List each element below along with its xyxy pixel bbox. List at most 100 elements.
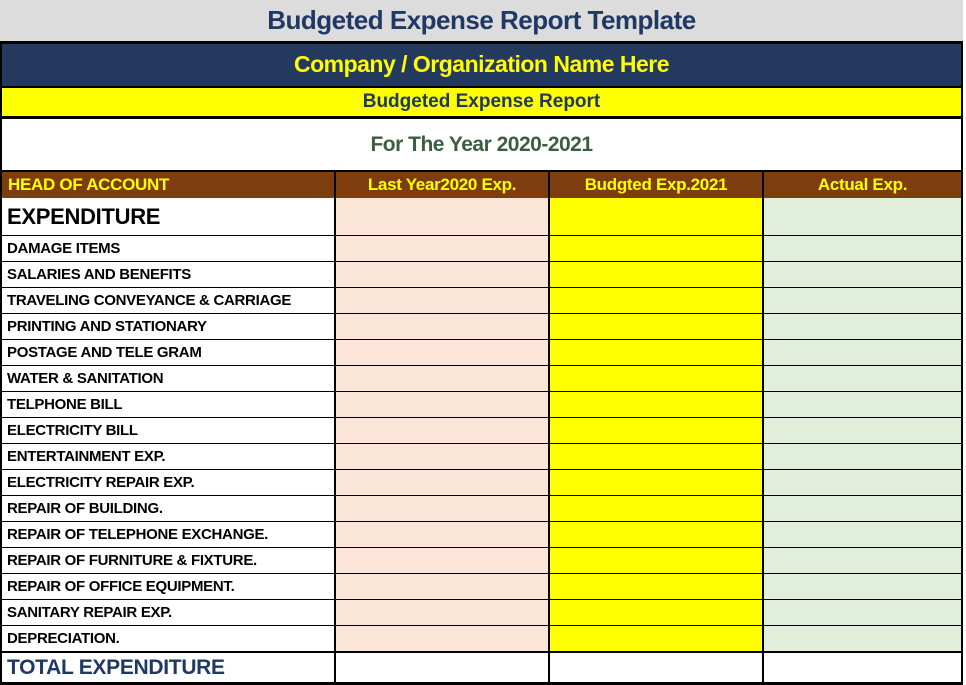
cell-last-year-exp[interactable] bbox=[334, 600, 548, 625]
cell-actual-exp[interactable] bbox=[762, 236, 961, 261]
cell-budgeted-exp[interactable] bbox=[548, 392, 762, 417]
company-name-header: Company / Organization Name Here bbox=[2, 44, 961, 88]
cell-last-year-exp[interactable] bbox=[334, 366, 548, 391]
table-row: ENTERTAINMENT EXP. bbox=[2, 444, 961, 470]
cell-last-year-exp[interactable] bbox=[334, 262, 548, 287]
table-row: TRAVELING CONVEYANCE & CARRIAGE bbox=[2, 288, 961, 314]
cell-budgeted-exp[interactable] bbox=[548, 444, 762, 469]
cell-budgeted-exp[interactable] bbox=[548, 314, 762, 339]
row-label: DEPRECIATION. bbox=[2, 626, 334, 651]
cell-budgeted-exp[interactable] bbox=[548, 198, 762, 235]
cell-actual-exp[interactable] bbox=[762, 496, 961, 521]
cell-last-year-exp[interactable] bbox=[334, 288, 548, 313]
cell-budgeted-exp[interactable] bbox=[548, 366, 762, 391]
cell-last-year-exp[interactable] bbox=[334, 314, 548, 339]
table-row: ELECTRICITY BILL bbox=[2, 418, 961, 444]
cell-last-year-exp[interactable] bbox=[334, 574, 548, 599]
row-label: WATER & SANITATION bbox=[2, 366, 334, 391]
total-cell-actual-exp[interactable] bbox=[762, 653, 961, 682]
row-label: TELPHONE BILL bbox=[2, 392, 334, 417]
cell-budgeted-exp[interactable] bbox=[548, 600, 762, 625]
cell-budgeted-exp[interactable] bbox=[548, 340, 762, 365]
table-row: POSTAGE AND TELE GRAM bbox=[2, 340, 961, 366]
table-row: SALARIES AND BENEFITS bbox=[2, 262, 961, 288]
cell-actual-exp[interactable] bbox=[762, 340, 961, 365]
cell-budgeted-exp[interactable] bbox=[548, 236, 762, 261]
table-body: DAMAGE ITEMS SALARIES AND BENEFITS TRAVE… bbox=[2, 236, 961, 652]
row-label: REPAIR OF TELEPHONE EXCHANGE. bbox=[2, 522, 334, 547]
table-row: REPAIR OF FURNITURE & FIXTURE. bbox=[2, 548, 961, 574]
cell-budgeted-exp[interactable] bbox=[548, 548, 762, 573]
column-header-head-of-account: HEAD OF ACCOUNT bbox=[8, 175, 170, 194]
table-total-row: TOTAL EXPENDITURE bbox=[2, 652, 961, 682]
cell-budgeted-exp[interactable] bbox=[548, 418, 762, 443]
page-title: Budgeted Expense Report Template bbox=[0, 0, 963, 44]
cell-budgeted-exp[interactable] bbox=[548, 288, 762, 313]
cell-last-year-exp[interactable] bbox=[334, 340, 548, 365]
row-label: ELECTRICITY BILL bbox=[2, 418, 334, 443]
table-row: REPAIR OF OFFICE EQUIPMENT. bbox=[2, 574, 961, 600]
row-label: ELECTRICITY REPAIR EXP. bbox=[2, 470, 334, 495]
section-row-label: EXPENDITURE bbox=[2, 198, 334, 235]
cell-actual-exp[interactable] bbox=[762, 522, 961, 547]
row-label: ENTERTAINMENT EXP. bbox=[2, 444, 334, 469]
cell-actual-exp[interactable] bbox=[762, 470, 961, 495]
cell-actual-exp[interactable] bbox=[762, 574, 961, 599]
report-subtitle: Budgeted Expense Report bbox=[2, 88, 961, 119]
table-row: REPAIR OF TELEPHONE EXCHANGE. bbox=[2, 522, 961, 548]
cell-budgeted-exp[interactable] bbox=[548, 496, 762, 521]
row-label: PRINTING AND STATIONARY bbox=[2, 314, 334, 339]
column-header-actual-exp: Actual Exp. bbox=[762, 172, 961, 198]
cell-last-year-exp[interactable] bbox=[334, 418, 548, 443]
row-label: POSTAGE AND TELE GRAM bbox=[2, 340, 334, 365]
row-label: REPAIR OF OFFICE EQUIPMENT. bbox=[2, 574, 334, 599]
cell-budgeted-exp[interactable] bbox=[548, 470, 762, 495]
row-label: SALARIES AND BENEFITS bbox=[2, 262, 334, 287]
cell-last-year-exp[interactable] bbox=[334, 548, 548, 573]
cell-actual-exp[interactable] bbox=[762, 366, 961, 391]
table-header-row: HEAD OF ACCOUNT Last Year2020 Exp. Budgt… bbox=[2, 170, 961, 198]
cell-budgeted-exp[interactable] bbox=[548, 522, 762, 547]
column-header-last-year-exp: Last Year2020 Exp. bbox=[334, 172, 548, 198]
cell-actual-exp[interactable] bbox=[762, 418, 961, 443]
row-label: DAMAGE ITEMS bbox=[2, 236, 334, 261]
cell-last-year-exp[interactable] bbox=[334, 392, 548, 417]
period-label: For The Year 2020-2021 bbox=[370, 132, 593, 156]
cell-last-year-exp[interactable] bbox=[334, 198, 548, 235]
table-row: SANITARY REPAIR EXP. bbox=[2, 600, 961, 626]
row-label: REPAIR OF BUILDING. bbox=[2, 496, 334, 521]
table-row: PRINTING AND STATIONARY bbox=[2, 314, 961, 340]
cell-budgeted-exp[interactable] bbox=[548, 626, 762, 651]
cell-actual-exp[interactable] bbox=[762, 314, 961, 339]
cell-last-year-exp[interactable] bbox=[334, 236, 548, 261]
cell-budgeted-exp[interactable] bbox=[548, 262, 762, 287]
cell-actual-exp[interactable] bbox=[762, 600, 961, 625]
cell-actual-exp[interactable] bbox=[762, 288, 961, 313]
row-label: SANITARY REPAIR EXP. bbox=[2, 600, 334, 625]
cell-actual-exp[interactable] bbox=[762, 392, 961, 417]
total-cell-budgeted-exp[interactable] bbox=[548, 653, 762, 682]
cell-actual-exp[interactable] bbox=[762, 262, 961, 287]
total-row-label: TOTAL EXPENDITURE bbox=[2, 653, 334, 682]
total-cell-last-year-exp[interactable] bbox=[334, 653, 548, 682]
cell-last-year-exp[interactable] bbox=[334, 496, 548, 521]
cell-last-year-exp[interactable] bbox=[334, 522, 548, 547]
table-row: REPAIR OF BUILDING. bbox=[2, 496, 961, 522]
cell-last-year-exp[interactable] bbox=[334, 626, 548, 651]
cell-last-year-exp[interactable] bbox=[334, 470, 548, 495]
cell-last-year-exp[interactable] bbox=[334, 444, 548, 469]
cell-actual-exp[interactable] bbox=[762, 626, 961, 651]
row-label: TRAVELING CONVEYANCE & CARRIAGE bbox=[2, 288, 334, 313]
table-row: WATER & SANITATION bbox=[2, 366, 961, 392]
cell-budgeted-exp[interactable] bbox=[548, 574, 762, 599]
cell-actual-exp[interactable] bbox=[762, 198, 961, 235]
table-section-row-expenditure: EXPENDITURE bbox=[2, 198, 961, 236]
column-header-budgeted-exp: Budgted Exp.2021 bbox=[548, 172, 762, 198]
table-row: TELPHONE BILL bbox=[2, 392, 961, 418]
period-row: For The Year 2020-2021 bbox=[2, 119, 961, 170]
cell-actual-exp[interactable] bbox=[762, 548, 961, 573]
row-label: REPAIR OF FURNITURE & FIXTURE. bbox=[2, 548, 334, 573]
cell-actual-exp[interactable] bbox=[762, 444, 961, 469]
table-row: DEPRECIATION. bbox=[2, 626, 961, 652]
